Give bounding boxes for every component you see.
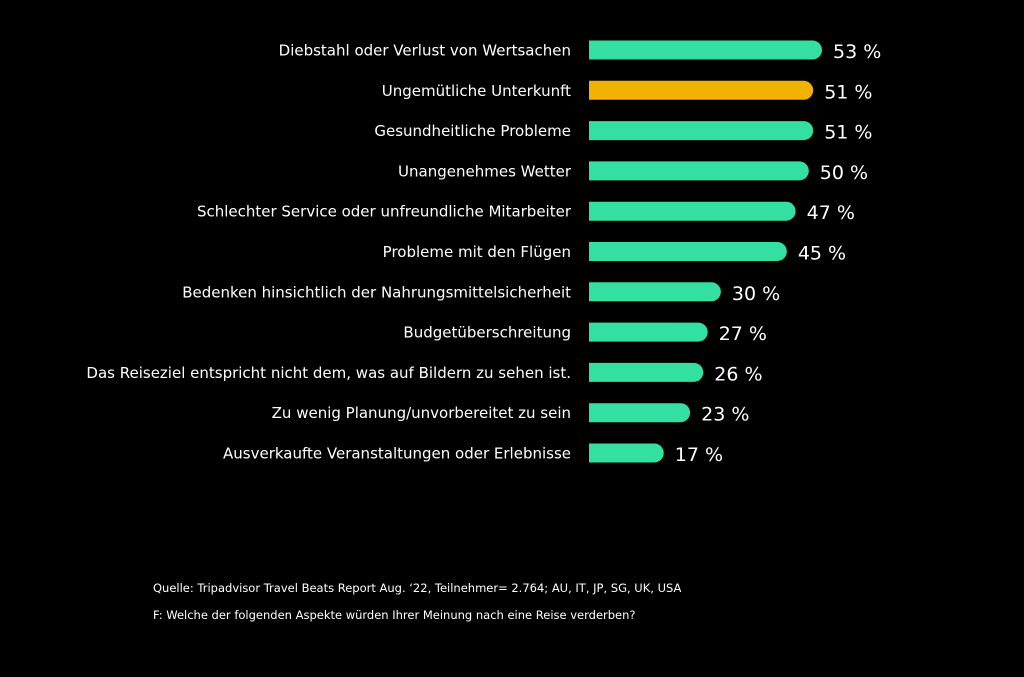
category-label: Gesundheitliche Probleme: [374, 122, 571, 140]
value-label: 27 %: [719, 323, 767, 345]
value-label: 17 %: [675, 444, 723, 466]
bar: [589, 201, 796, 221]
category-label: Unangenehmes Wetter: [398, 162, 572, 180]
category-label: Ausverkaufte Veranstaltungen oder Erlebn…: [223, 445, 571, 463]
category-label: Schlechter Service oder unfreundliche Mi…: [197, 203, 572, 221]
category-label: Das Reiseziel entspricht nicht dem, was …: [86, 364, 571, 382]
value-label: 30 %: [732, 283, 780, 305]
category-label: Diebstahl oder Verlust von Wertsachen: [279, 42, 571, 60]
bar: [589, 322, 708, 342]
category-label: Bedenken hinsichtlich der Nahrungsmittel…: [182, 283, 571, 301]
value-label: 51 %: [824, 122, 872, 144]
source-note: Quelle: Tripadvisor Travel Beats Report …: [153, 581, 682, 595]
bar: [589, 121, 814, 141]
value-label: 51 %: [824, 81, 872, 103]
value-label: 23 %: [701, 404, 749, 426]
bar: [589, 80, 814, 100]
value-label: 50 %: [820, 162, 868, 184]
bar: [589, 282, 721, 302]
bar: [589, 362, 704, 382]
value-label: 47 %: [807, 202, 855, 224]
bar: [589, 242, 787, 261]
bar: [589, 40, 822, 60]
category-label: Ungemütliche Unterkunft: [382, 82, 571, 100]
category-label: Budgetüberschreitung: [403, 324, 571, 342]
bar: [589, 443, 664, 463]
value-label: 26 %: [714, 363, 762, 385]
bar-chart: Diebstahl oder Verlust von Wertsachen 53 …: [86, 40, 881, 466]
bar: [589, 403, 691, 423]
value-label: 45 %: [798, 243, 846, 265]
category-label: Probleme mit den Flügen: [383, 243, 571, 261]
value-label: 53 %: [833, 41, 881, 63]
bar: [589, 161, 809, 181]
survey-question-note: F: Welche der folgenden Aspekte würden I…: [153, 608, 636, 622]
category-label: Zu wenig Planung/unvorbereitet zu sein: [272, 404, 571, 422]
